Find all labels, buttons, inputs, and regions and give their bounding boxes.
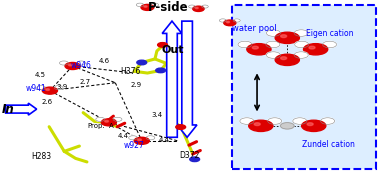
Circle shape — [295, 41, 309, 48]
Circle shape — [104, 120, 114, 125]
Circle shape — [268, 118, 282, 124]
Circle shape — [202, 5, 208, 8]
Circle shape — [266, 30, 280, 36]
Circle shape — [309, 46, 315, 49]
Text: Prop.: Prop. — [88, 123, 105, 129]
Circle shape — [68, 64, 72, 66]
Circle shape — [240, 118, 254, 124]
Circle shape — [96, 117, 105, 121]
Text: 3.9: 3.9 — [57, 84, 68, 90]
Circle shape — [101, 119, 116, 126]
Text: H283: H283 — [31, 152, 52, 161]
Circle shape — [275, 32, 299, 43]
Circle shape — [280, 35, 287, 37]
Circle shape — [293, 118, 307, 124]
Circle shape — [275, 54, 299, 65]
Circle shape — [247, 44, 271, 55]
Text: In: In — [2, 103, 14, 116]
Circle shape — [266, 41, 280, 48]
Circle shape — [65, 62, 80, 70]
Circle shape — [141, 4, 154, 10]
Circle shape — [219, 19, 226, 22]
Circle shape — [189, 5, 195, 8]
Circle shape — [302, 120, 326, 131]
Circle shape — [146, 136, 155, 140]
Circle shape — [59, 61, 68, 65]
Circle shape — [226, 21, 229, 23]
Text: 4.5: 4.5 — [35, 72, 46, 78]
Text: w927: w927 — [124, 141, 144, 150]
Circle shape — [105, 120, 108, 122]
Text: water pool: water pool — [232, 24, 277, 33]
Circle shape — [134, 137, 149, 144]
Text: Out: Out — [161, 45, 184, 55]
Circle shape — [280, 57, 287, 59]
Circle shape — [77, 61, 86, 65]
Circle shape — [321, 118, 335, 124]
Circle shape — [322, 41, 336, 48]
Circle shape — [138, 139, 141, 141]
FancyArrow shape — [177, 21, 197, 137]
Circle shape — [252, 46, 258, 49]
Circle shape — [158, 43, 167, 47]
Circle shape — [190, 157, 200, 162]
Text: Zundel cation: Zundel cation — [302, 140, 355, 149]
Text: w941: w941 — [26, 84, 46, 93]
Text: P-side: P-side — [148, 1, 189, 14]
Circle shape — [46, 89, 50, 90]
Circle shape — [193, 6, 204, 11]
Circle shape — [37, 86, 46, 90]
Circle shape — [42, 87, 57, 94]
Circle shape — [54, 86, 63, 90]
Text: A: A — [109, 123, 114, 129]
Circle shape — [294, 30, 308, 36]
Circle shape — [113, 117, 122, 121]
Text: Eigen cation: Eigen cation — [306, 29, 354, 38]
Circle shape — [137, 60, 147, 65]
FancyArrow shape — [6, 103, 37, 115]
Circle shape — [151, 3, 158, 7]
Circle shape — [233, 19, 240, 22]
Text: 2.6: 2.6 — [42, 99, 53, 105]
Text: H376: H376 — [120, 67, 141, 76]
Circle shape — [266, 52, 280, 58]
Circle shape — [238, 41, 252, 48]
Circle shape — [176, 125, 186, 129]
Text: 4.4: 4.4 — [159, 137, 170, 143]
Circle shape — [304, 44, 328, 55]
Bar — [232, 5, 376, 169]
Circle shape — [224, 20, 236, 26]
Text: 2.7: 2.7 — [79, 79, 91, 85]
Circle shape — [136, 3, 144, 7]
Circle shape — [156, 68, 166, 73]
Text: 4.6: 4.6 — [98, 58, 110, 64]
Text: w946: w946 — [71, 61, 92, 71]
Text: 4.4: 4.4 — [117, 133, 129, 139]
Circle shape — [254, 123, 260, 125]
Circle shape — [129, 136, 138, 140]
Circle shape — [307, 123, 313, 125]
Circle shape — [144, 6, 147, 7]
Circle shape — [280, 123, 294, 129]
Circle shape — [195, 7, 198, 9]
Text: 3.4: 3.4 — [151, 112, 163, 118]
Text: 2.9: 2.9 — [130, 82, 142, 88]
Text: D372: D372 — [179, 151, 199, 160]
FancyArrow shape — [162, 21, 182, 137]
Circle shape — [249, 120, 273, 131]
Circle shape — [294, 52, 308, 58]
